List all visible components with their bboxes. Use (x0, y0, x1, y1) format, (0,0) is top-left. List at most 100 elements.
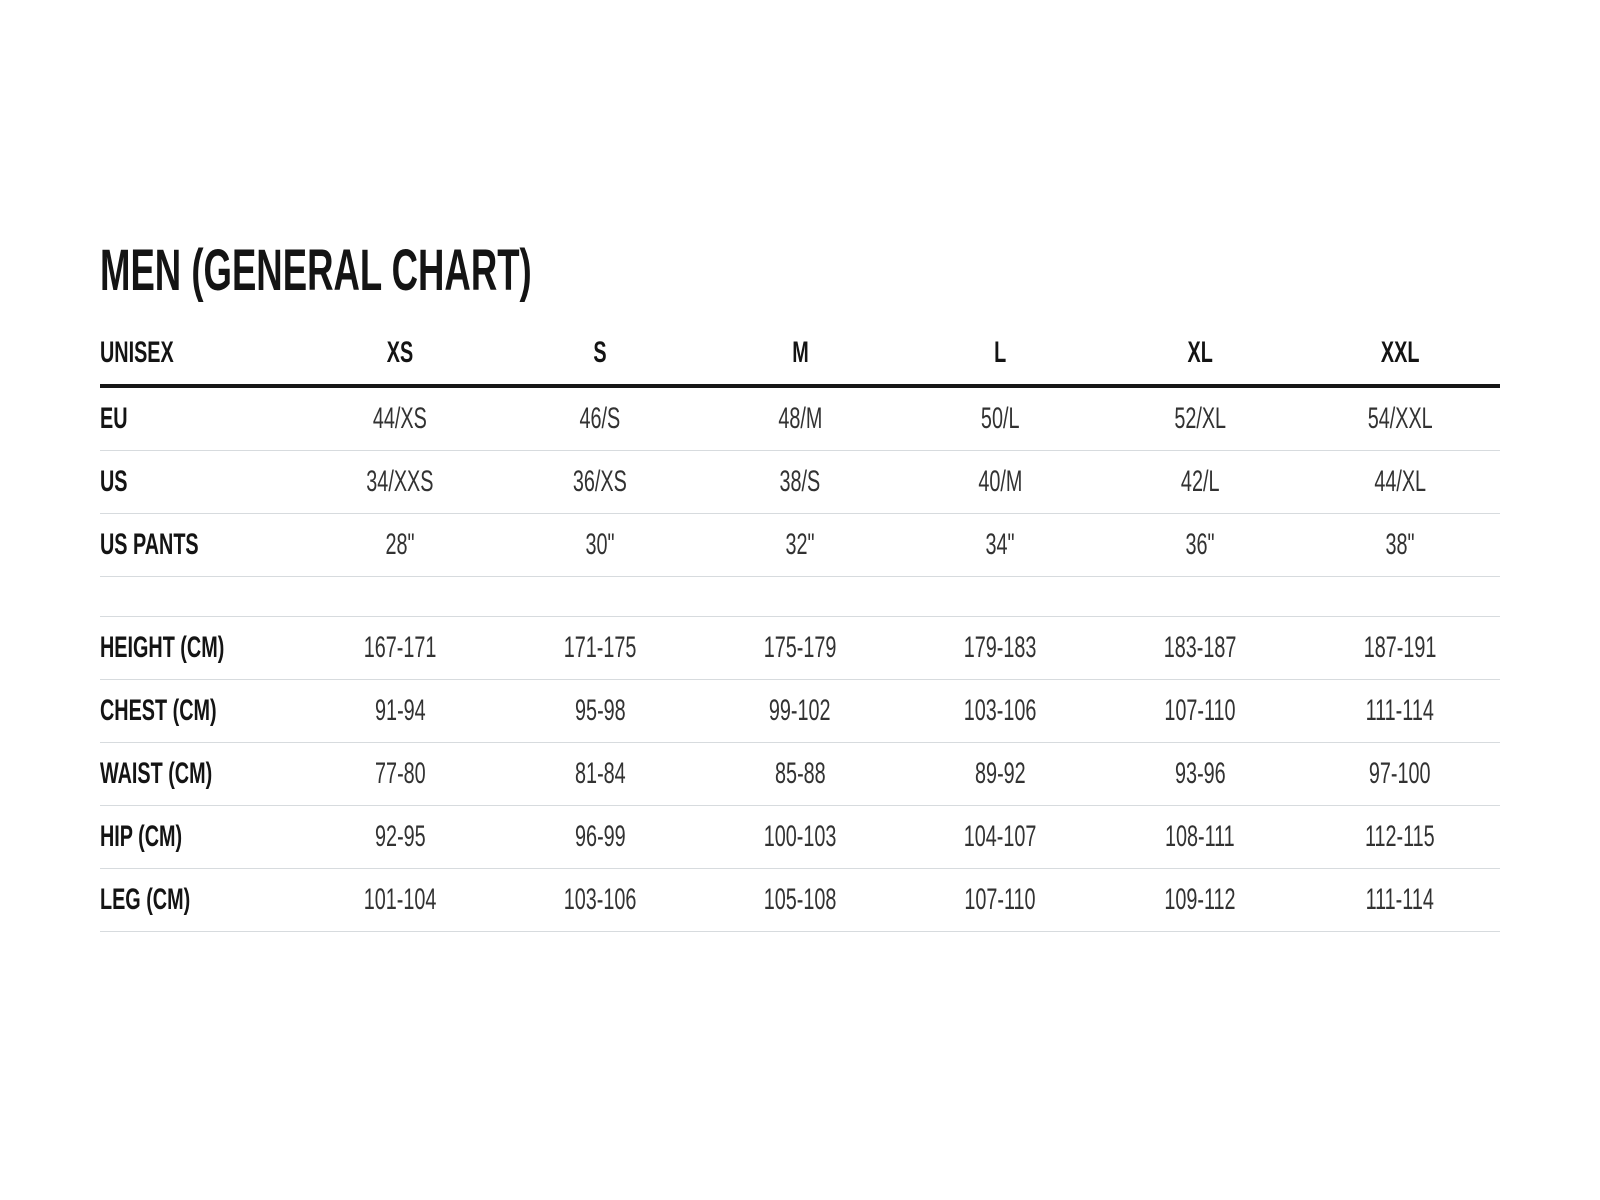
row-label-eu: EU (100, 386, 300, 451)
size-value-cell: 50/L (900, 386, 1100, 451)
size-value-cell: 111-114 (1300, 868, 1500, 932)
size-value-text: 38/S (779, 465, 821, 498)
row-label-text: HEIGHT (CM) (100, 631, 225, 664)
column-header-xl: XL (1100, 322, 1300, 388)
row-label-text: US PANTS (100, 528, 199, 561)
size-value-cell: 96-99 (500, 805, 700, 869)
size-value-text: 171-175 (563, 631, 637, 664)
size-value-cell: 171-175 (500, 616, 700, 680)
size-value-cell: 92-95 (300, 805, 500, 869)
size-value-text: 109-112 (1164, 883, 1236, 916)
table-row-leg: LEG (CM) 101-104 103-106 105-108 107-110… (100, 868, 1500, 932)
size-value-text: 167-171 (363, 631, 437, 664)
size-value-cell: 108-111 (1100, 805, 1300, 869)
size-value-cell: 99-102 (700, 679, 900, 743)
size-value-cell: 112-115 (1300, 805, 1500, 869)
size-value-text: 108-111 (1165, 820, 1235, 853)
page-title: MEN (GENERAL CHART) (100, 242, 785, 300)
size-value-cell: 81-84 (500, 742, 700, 806)
size-value-text: 48/M (777, 402, 823, 435)
size-value-text: 175-179 (763, 631, 837, 664)
size-value-text: 93-96 (1174, 757, 1226, 790)
size-value-text: 104-107 (963, 820, 1037, 853)
size-value-cell: 36" (1100, 513, 1300, 577)
size-value-cell: 105-108 (700, 868, 900, 932)
size-value-text: 50/L (980, 402, 1020, 435)
column-header-unisex: UNISEX (100, 322, 300, 388)
size-value-cell: 93-96 (1100, 742, 1300, 806)
table-row-hip: HIP (CM) 92-95 96-99 100-103 104-107 108… (100, 805, 1500, 869)
column-header-text: XXL (1380, 336, 1420, 369)
size-value-text: 107-110 (1164, 694, 1236, 727)
size-value-text: 52/XL (1174, 402, 1226, 435)
size-value-cell: 91-94 (300, 679, 500, 743)
size-value-text: 96-99 (574, 820, 626, 853)
row-label-us-pants: US PANTS (100, 513, 300, 577)
size-value-cell: 175-179 (700, 616, 900, 680)
size-value-text: 103-106 (963, 694, 1037, 727)
size-value-cell: 77-80 (300, 742, 500, 806)
size-value-text: 44/XL (1374, 465, 1426, 498)
size-value-text: 32" (785, 528, 815, 561)
header-row: UNISEX XS S M L XL XXL (100, 322, 1500, 388)
size-value-cell: 187-191 (1300, 616, 1500, 680)
column-header-text: S (593, 336, 607, 369)
column-header-xs: XS (300, 322, 500, 388)
row-label-us: US (100, 450, 300, 514)
column-header-m: M (700, 322, 900, 388)
size-value-cell: 54/XXL (1300, 386, 1500, 451)
size-value-cell: 100-103 (700, 805, 900, 869)
size-value-text: 179-183 (963, 631, 1037, 664)
size-value-text: 77-80 (374, 757, 426, 790)
row-label-text: EU (100, 402, 128, 435)
size-value-text: 46/S (579, 402, 621, 435)
row-label-hip: HIP (CM) (100, 805, 300, 869)
column-header-text: L (993, 336, 1007, 369)
size-value-cell: 111-114 (1300, 679, 1500, 743)
size-value-cell: 85-88 (700, 742, 900, 806)
size-value-cell: 28" (300, 513, 500, 577)
size-chart-table: UNISEX XS S M L XL XXL EU 44/XS 46/S 48/… (100, 322, 1500, 932)
table-row-us: US 34/XXS 36/XS 38/S 40/M 42/L 44/XL (100, 450, 1500, 514)
size-value-text: 187-191 (1363, 631, 1437, 664)
size-value-text: 97-100 (1369, 757, 1431, 790)
table-row-chest: CHEST (CM) 91-94 95-98 99-102 103-106 10… (100, 679, 1500, 743)
row-label-text: WAIST (CM) (100, 757, 213, 790)
size-value-cell: 34" (900, 513, 1100, 577)
size-value-text: 36/XS (573, 465, 627, 498)
column-header-text: XL (1187, 336, 1213, 369)
size-value-text: 92-95 (374, 820, 426, 853)
size-value-text: 105-108 (763, 883, 837, 916)
spacer-row (100, 576, 1500, 617)
size-value-text: 85-88 (774, 757, 826, 790)
size-value-cell: 44/XS (300, 386, 500, 451)
size-value-cell: 32" (700, 513, 900, 577)
column-header-s: S (500, 322, 700, 388)
row-label-text: LEG (CM) (100, 883, 191, 916)
size-value-text: 99-102 (769, 694, 831, 727)
size-value-text: 101-104 (363, 883, 437, 916)
size-value-text: 107-110 (964, 883, 1036, 916)
size-value-text: 81-84 (574, 757, 626, 790)
table-row-us-pants: US PANTS 28" 30" 32" 34" 36" 38" (100, 513, 1500, 577)
size-value-text: 111-114 (1365, 694, 1435, 727)
size-value-cell: 109-112 (1100, 868, 1300, 932)
size-value-cell: 167-171 (300, 616, 500, 680)
column-header-text: XS (386, 336, 414, 369)
size-value-text: 100-103 (763, 820, 837, 853)
page-title-text: MEN (GENERAL CHART) (100, 238, 532, 303)
spacer-cell (100, 576, 1500, 617)
size-value-cell: 104-107 (900, 805, 1100, 869)
size-value-text: 54/XXL (1367, 402, 1433, 435)
size-value-cell: 38" (1300, 513, 1500, 577)
size-value-cell: 95-98 (500, 679, 700, 743)
size-value-cell: 97-100 (1300, 742, 1500, 806)
row-label-text: US (100, 465, 128, 498)
size-value-cell: 179-183 (900, 616, 1100, 680)
column-header-text: M (791, 336, 809, 369)
size-value-text: 38" (1385, 528, 1415, 561)
size-value-text: 95-98 (574, 694, 626, 727)
size-value-text: 28" (385, 528, 415, 561)
row-label-leg: LEG (CM) (100, 868, 300, 932)
column-header-l: L (900, 322, 1100, 388)
